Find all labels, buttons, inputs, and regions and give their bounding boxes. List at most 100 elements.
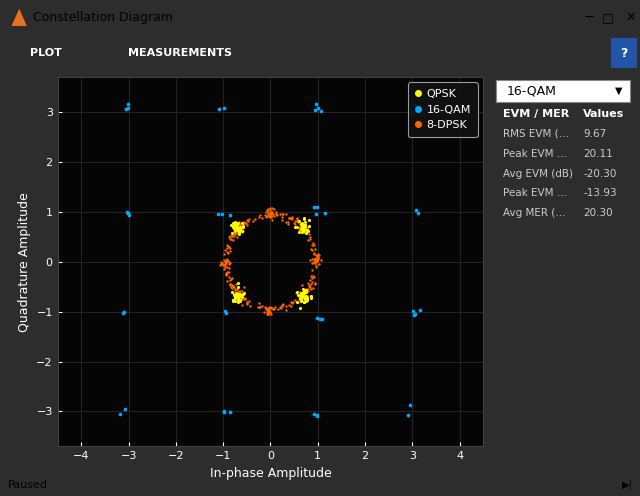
Point [298,222,308,230]
Point [295,220,305,228]
Point [265,204,275,212]
Point [234,292,244,300]
Point [230,298,240,306]
Text: 16-QAM: 16-QAM [507,84,557,97]
Point [123,209,133,217]
Point [230,229,241,237]
Text: PLOT: PLOT [29,48,61,59]
Point [291,289,301,297]
Point [296,294,306,302]
Point [296,294,307,302]
Point [406,108,417,116]
Point [228,223,239,231]
Point [271,210,282,218]
Point [232,292,242,300]
Point [118,310,128,317]
Point [232,291,242,299]
Text: 9.67: 9.67 [584,129,607,139]
Point [228,226,239,234]
Text: 20.30: 20.30 [584,208,613,218]
Point [230,222,240,230]
Point [280,306,291,314]
Point [237,228,247,236]
Point [278,210,288,218]
Point [310,246,320,253]
Point [254,213,264,221]
Point [236,293,246,301]
Point [262,307,272,314]
Point [312,203,323,211]
Point [237,224,247,232]
Point [300,228,310,236]
Point [235,293,245,301]
Point [265,209,275,217]
Point [317,315,328,323]
Point [305,233,316,241]
Text: Paused: Paused [8,480,47,490]
Point [234,228,244,236]
Point [311,257,321,265]
Point [297,224,307,232]
Point [235,296,245,304]
Point [238,227,248,235]
Point [312,257,323,265]
Point [298,221,308,229]
Point [292,217,303,225]
Text: Constellation Diagram: Constellation Diagram [33,11,173,24]
Point [240,219,250,227]
Point [225,281,236,289]
Point [278,300,289,308]
Point [303,236,314,244]
Point [310,256,320,264]
Point [283,220,293,228]
Point [242,216,252,224]
Point [238,223,248,231]
Point [290,296,300,304]
Point [310,255,321,263]
Point [234,291,244,299]
Point [296,292,306,300]
Point [232,224,243,232]
Point [242,298,252,306]
Point [237,287,247,295]
Point [234,288,244,296]
Text: ▶|: ▶| [621,480,632,490]
Point [297,220,307,228]
Point [305,276,316,284]
Point [230,222,241,230]
Point [299,287,309,295]
Point [231,220,241,228]
Point [234,218,244,226]
Text: EVM / MER: EVM / MER [503,109,569,119]
Point [238,220,248,228]
Point [265,308,275,315]
Point [122,208,132,216]
Point [266,210,276,218]
Point [262,208,273,216]
Point [225,235,235,243]
Point [293,218,303,226]
Point [307,278,317,286]
Point [221,270,231,278]
Point [408,109,419,117]
Point [301,294,311,302]
Point [233,225,243,233]
Point [230,224,241,232]
Point [289,217,300,225]
Point [225,283,236,291]
Point [302,296,312,304]
Point [262,310,272,317]
Point [224,243,234,251]
Point [300,225,310,233]
Point [311,254,321,262]
Point [301,287,311,295]
Point [298,298,308,306]
Point [228,297,238,305]
Text: ▼: ▼ [615,86,622,96]
Point [230,293,240,301]
Point [218,408,228,416]
Point [298,297,308,305]
Point [299,228,309,236]
Point [296,225,307,233]
Point [311,255,321,263]
